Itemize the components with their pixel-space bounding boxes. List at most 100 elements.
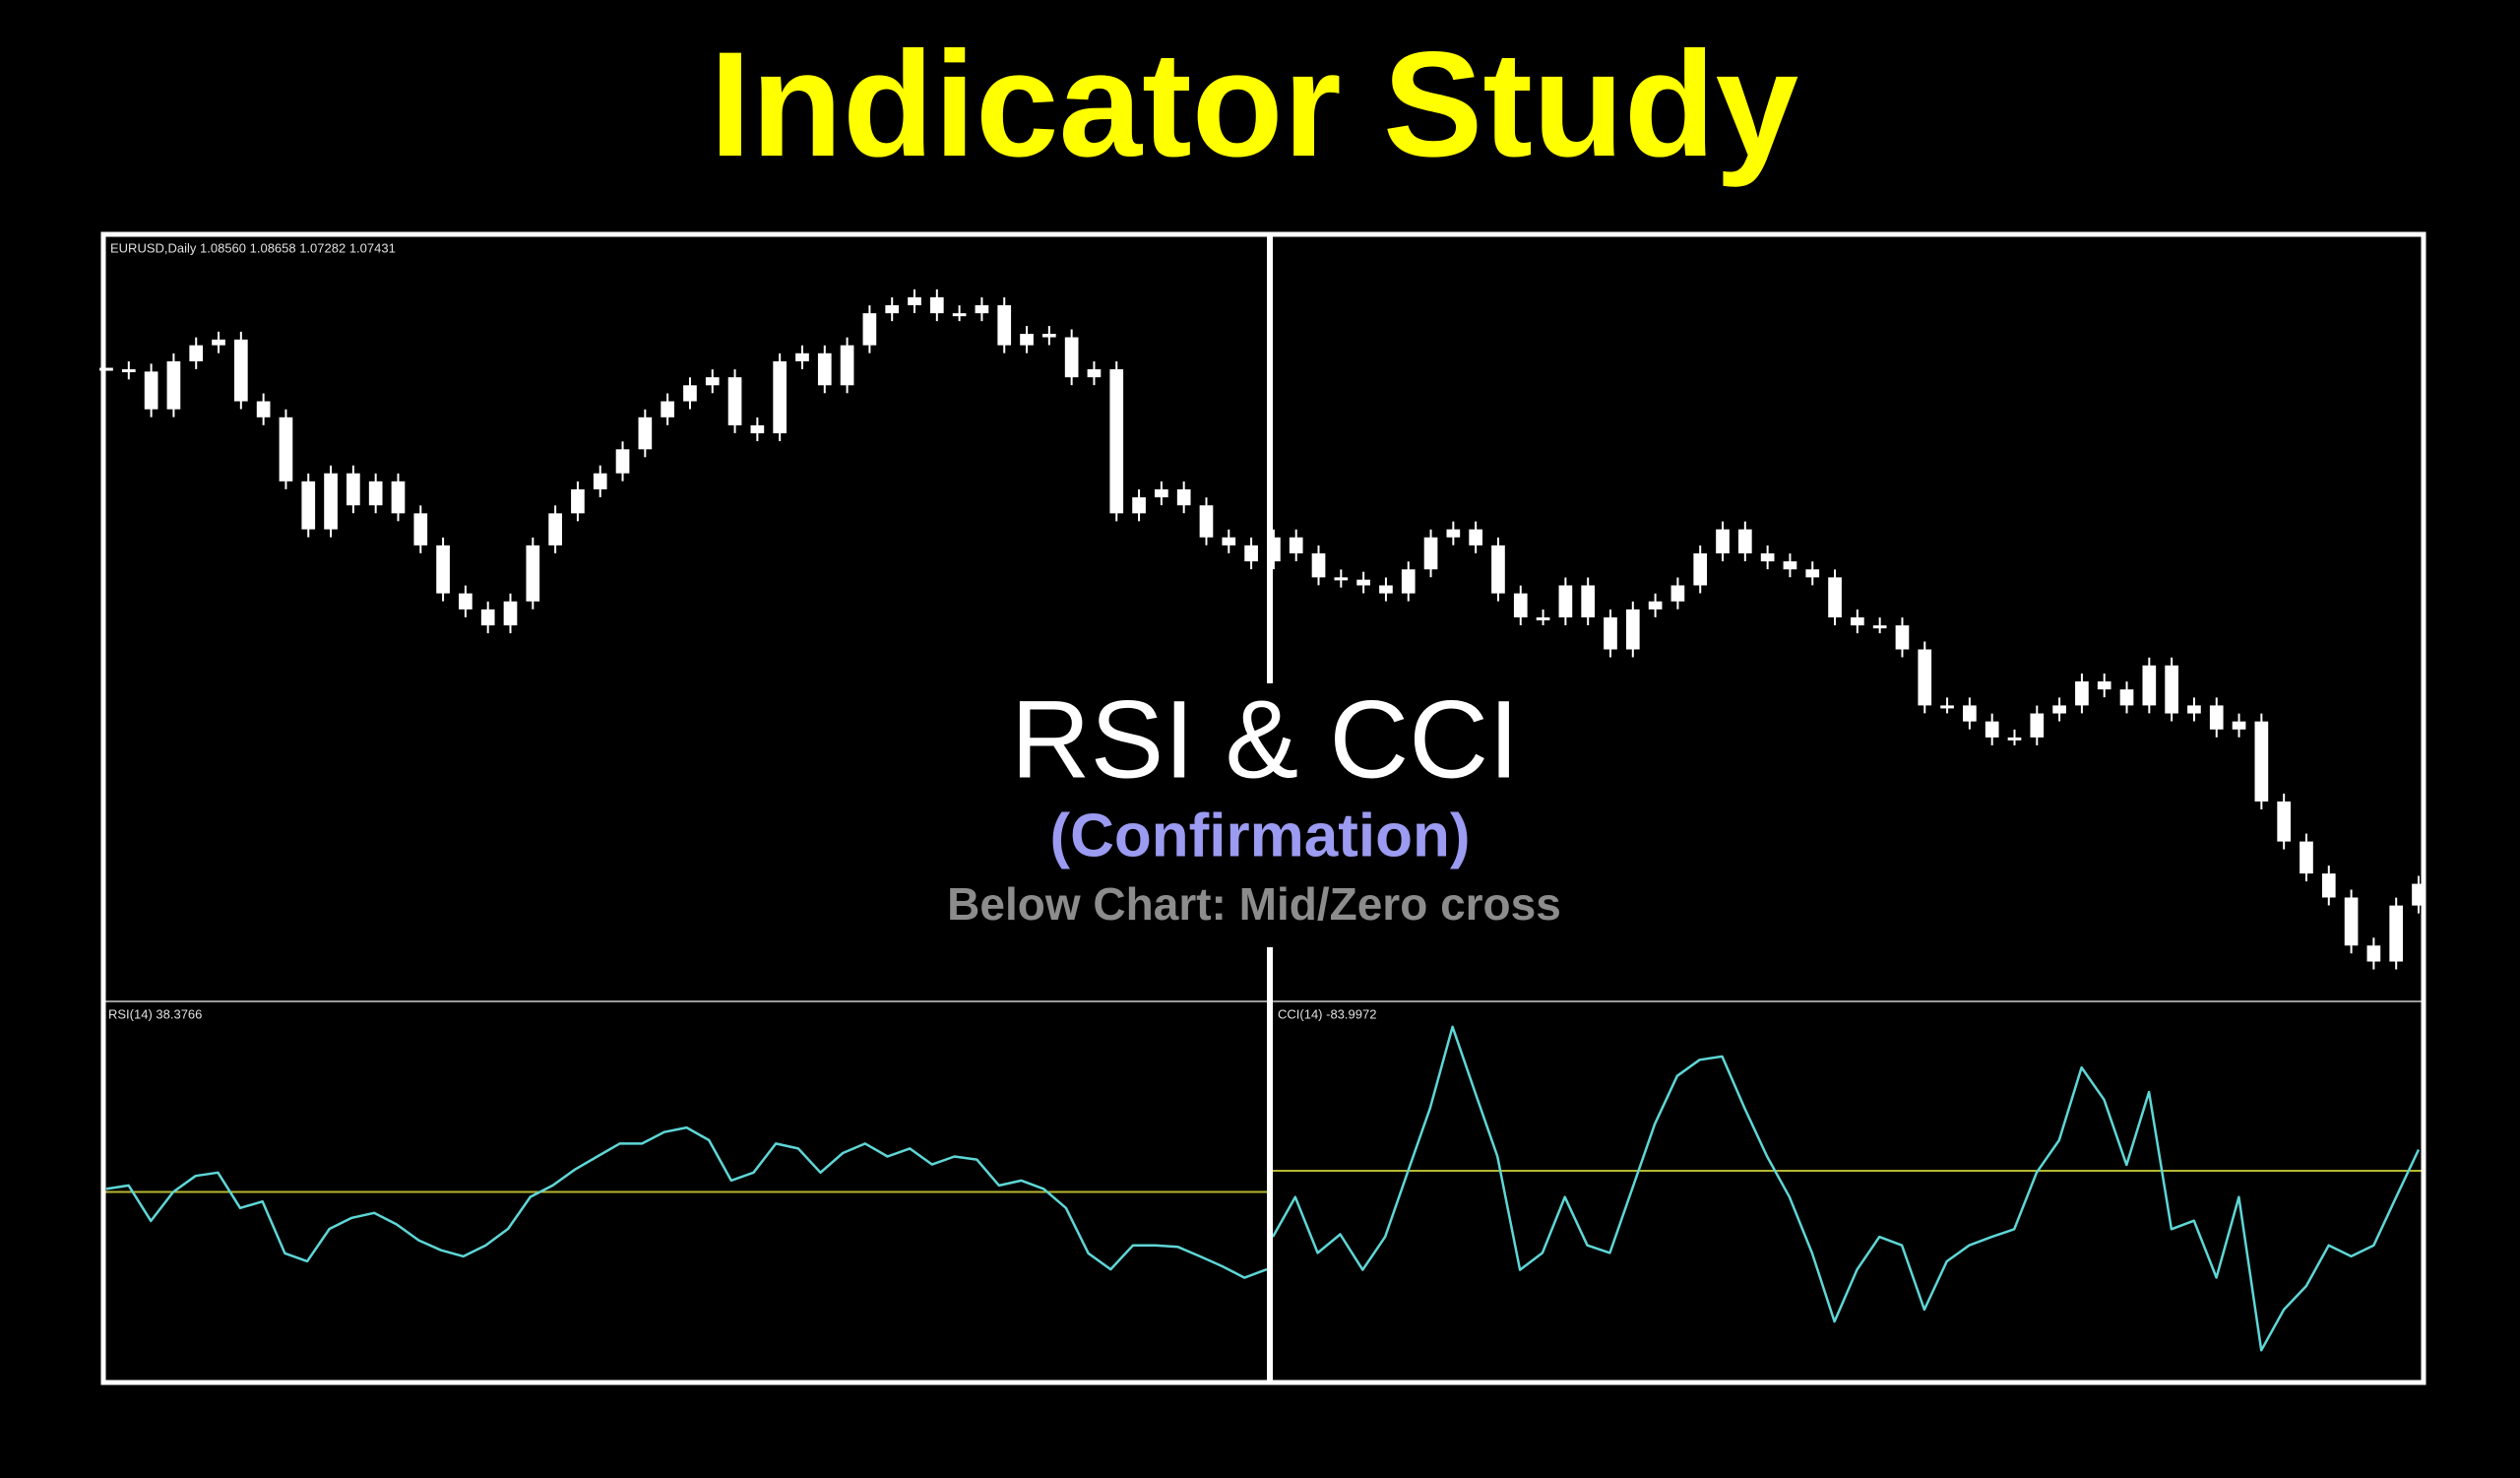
candle-body <box>1940 705 1954 709</box>
candle-body <box>1132 497 1146 514</box>
candle-body <box>144 371 158 410</box>
candle-body <box>480 609 495 626</box>
candle-body <box>548 513 562 546</box>
candle-body <box>929 296 944 314</box>
candle-body <box>2366 945 2381 962</box>
candle-body <box>233 339 248 402</box>
candle-body <box>862 313 877 346</box>
candle-body <box>436 545 450 594</box>
candle-body <box>2300 841 2313 874</box>
candle-body <box>1244 545 1258 562</box>
candle-body <box>279 417 293 482</box>
candle-body <box>1087 369 1102 378</box>
candle-body <box>593 473 607 489</box>
candle-body <box>638 417 653 450</box>
candle-body <box>1895 625 1910 650</box>
candle-body <box>1311 552 1326 578</box>
candle-body <box>413 513 428 546</box>
candle-body <box>1872 625 1887 629</box>
candle-body <box>997 304 1012 346</box>
candle-body <box>1805 569 1820 578</box>
candle-body <box>952 313 967 317</box>
candle-body <box>661 401 674 418</box>
candle-body <box>459 593 472 610</box>
overlay-note: Below Chart: Mid/Zero cross <box>947 878 1561 930</box>
candle-body <box>817 353 832 386</box>
overlay-heading: RSI & CCI <box>1011 678 1520 802</box>
candle-body <box>1918 649 1932 706</box>
candle-body <box>705 377 720 386</box>
candle-body <box>1379 585 1393 594</box>
candle-body <box>773 360 788 434</box>
candle-body <box>1581 585 1596 617</box>
candle-body <box>683 385 697 402</box>
candle-body <box>1334 577 1349 581</box>
candle-body <box>1109 369 1124 514</box>
candle-body <box>2075 681 2089 706</box>
candle-body <box>795 353 809 361</box>
candle-body <box>166 360 181 410</box>
candle-body <box>189 345 204 361</box>
candle-body <box>615 449 630 474</box>
candle-body <box>885 304 900 314</box>
candle-body <box>1693 552 1708 586</box>
page-title: Indicator Study <box>710 21 1798 188</box>
candle-body <box>1199 505 1214 538</box>
candle-body <box>1176 488 1191 506</box>
candle-body <box>526 545 540 602</box>
candle-body <box>2097 681 2111 690</box>
charts: EURUSD,Daily 1.08560 1.08658 1.07282 1.0… <box>99 240 2426 1352</box>
candle-body <box>1064 337 1079 378</box>
candle-body <box>1783 561 1797 570</box>
candle-body <box>212 339 225 346</box>
candle-body <box>2232 721 2246 730</box>
candle-body <box>1536 617 1550 620</box>
candle-body <box>1737 529 1752 553</box>
chart-label: CCI(14) -83.9972 <box>1278 1006 1376 1021</box>
candle-body <box>571 488 585 514</box>
candle-body <box>750 424 765 434</box>
candle-body <box>1042 334 1056 338</box>
candle-body <box>1446 529 1461 538</box>
candle-body <box>2165 665 2178 714</box>
candle-body <box>99 367 113 371</box>
candle-body <box>1155 488 1168 498</box>
overlay-backdrop <box>930 683 1580 947</box>
candle-body <box>1648 601 1663 610</box>
candle-body <box>391 481 406 514</box>
candle-body <box>121 369 136 373</box>
candle-body <box>1222 537 1236 546</box>
candle-body <box>1491 545 1505 594</box>
chart-label: EURUSD,Daily 1.08560 1.08658 1.07282 1.0… <box>110 240 396 255</box>
candle-body <box>2254 721 2269 802</box>
candle-body <box>1760 552 1775 562</box>
candle-body <box>1963 705 1977 722</box>
candle-body <box>1356 579 1370 586</box>
candle-body <box>503 601 518 626</box>
candle-body <box>2119 689 2134 706</box>
candle-body <box>727 377 742 425</box>
candle-body <box>1828 577 1842 617</box>
candle-body <box>1604 617 1617 650</box>
candle-body <box>1670 585 1685 602</box>
candle-body <box>1401 569 1416 594</box>
candle-body <box>1469 529 1482 546</box>
candle-body <box>1984 721 1999 738</box>
indicator-line <box>1271 1025 2421 1352</box>
candle-body <box>2142 665 2157 706</box>
candle-body <box>368 481 383 506</box>
overlay-subheading: (Confirmation) <box>1049 802 1470 869</box>
candle-body <box>256 401 271 418</box>
candle-body <box>1558 585 1573 617</box>
candle-body <box>1716 529 1730 553</box>
candle-body <box>1851 617 1864 626</box>
candle-body <box>324 473 338 530</box>
candle-body <box>1513 593 1528 617</box>
candle-body <box>1625 609 1640 650</box>
candle-body <box>2187 705 2201 714</box>
candle-body <box>2209 705 2224 730</box>
candle-body <box>2344 897 2359 946</box>
candle-body <box>1020 334 1034 346</box>
